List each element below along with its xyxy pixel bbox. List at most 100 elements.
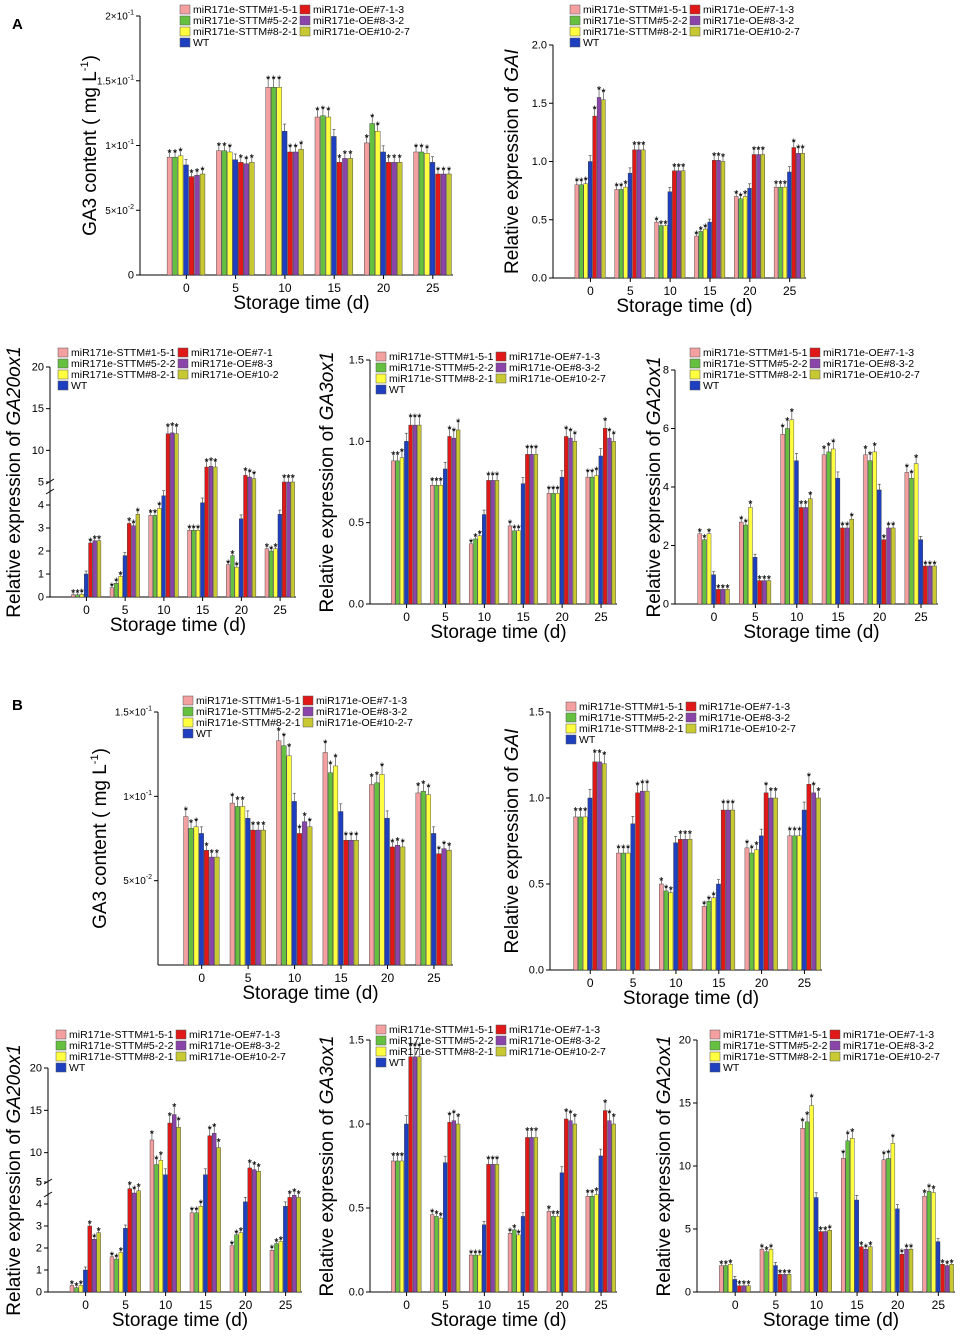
y-tick-label: 2 xyxy=(38,546,44,558)
bar xyxy=(594,1194,599,1293)
significance-mark: * xyxy=(132,1184,137,1196)
bar xyxy=(424,153,430,276)
significance-mark: * xyxy=(900,1247,905,1259)
legend-swatch xyxy=(375,384,387,395)
legend-label: miR171e-STTM#5-2-2 xyxy=(389,362,494,374)
bar xyxy=(296,1197,301,1293)
x-tick-label: 20 xyxy=(755,976,769,990)
y-tick-label: 1.5 xyxy=(532,98,547,110)
legend-label: miR171e-STTM#8-2-1 xyxy=(579,723,684,735)
x-tick-label: 10 xyxy=(159,1298,173,1312)
significance-mark: * xyxy=(659,219,664,231)
bar xyxy=(243,475,248,598)
significance-mark: * xyxy=(769,1242,774,1254)
bar xyxy=(601,99,606,279)
bar xyxy=(417,1056,422,1293)
legend-label: WT xyxy=(583,37,600,49)
bar xyxy=(447,436,452,605)
legend-swatch xyxy=(179,15,191,26)
legend-label: miR171e-STTM#1-5-1 xyxy=(389,1024,494,1036)
significance-mark: * xyxy=(725,582,730,594)
legend-label: miR171e-OE#10-2-7 xyxy=(509,373,606,385)
significance-mark: * xyxy=(748,499,753,511)
bar xyxy=(430,1214,435,1293)
significance-mark: * xyxy=(583,805,588,817)
bar xyxy=(413,151,419,276)
x-tick-label: 10 xyxy=(790,610,804,624)
significance-mark: * xyxy=(632,139,637,151)
legend-A5: miR171e-STTM#1-5-1miR171e-STTM#5-2-2miR1… xyxy=(689,347,920,392)
significance-mark: * xyxy=(602,749,607,761)
legend-swatch xyxy=(182,695,194,706)
significance-mark: * xyxy=(114,576,119,588)
y-axis-label-B3: Relative expression of GA20ox1 xyxy=(4,1044,25,1315)
significance-mark: * xyxy=(495,1154,500,1166)
bar xyxy=(703,228,708,279)
bar xyxy=(773,186,779,279)
significance-mark: * xyxy=(641,139,646,151)
bar xyxy=(216,1147,221,1293)
chart-A1: 05×10-21×10-11.5×10-12×10-10* * ** * *5* * ** *… xyxy=(97,10,453,314)
bar xyxy=(243,1201,248,1293)
y-tick-label: 0.5 xyxy=(349,517,364,529)
significance-mark: * xyxy=(93,534,98,546)
significance-mark: * xyxy=(783,179,788,191)
bar xyxy=(668,892,674,971)
bar xyxy=(97,540,102,598)
x-tick-label: 20 xyxy=(891,1298,905,1312)
significance-mark: * xyxy=(391,450,396,462)
y-tick-label: 0.5 xyxy=(529,879,544,891)
significance-mark: * xyxy=(414,142,419,154)
bar xyxy=(640,790,645,971)
significance-mark: * xyxy=(534,1126,539,1138)
x-axis-label: Storage time (d) xyxy=(743,622,879,643)
bar xyxy=(520,483,526,605)
bar xyxy=(732,1279,738,1293)
y-axis-label-B5: Relative expression of GA2ox1 xyxy=(654,1036,675,1297)
legend-swatch xyxy=(375,362,387,373)
axis-break-mark xyxy=(43,1191,53,1198)
y-tick-label: 20 xyxy=(679,1035,691,1047)
bar xyxy=(269,550,274,598)
bar xyxy=(174,433,179,598)
significance-mark: * xyxy=(265,542,270,554)
significance-mark: * xyxy=(217,140,222,152)
bar xyxy=(199,173,206,276)
significance-mark: * xyxy=(282,731,287,743)
x-axis-label: Storage time (d) xyxy=(233,293,369,314)
significance-mark: * xyxy=(184,805,189,817)
significance-mark: * xyxy=(323,738,328,750)
legend-label: WT xyxy=(196,728,213,740)
bar xyxy=(555,493,560,605)
significance-mark: * xyxy=(743,188,748,200)
significance-mark: * xyxy=(486,470,491,482)
y-tick-label: 1.5×10-1 xyxy=(97,74,134,87)
legend-label: miR171e-STTM#8-2-1 xyxy=(723,1051,828,1063)
bar xyxy=(256,1171,261,1293)
x-tick-label: 25 xyxy=(426,281,440,295)
bar xyxy=(607,1120,612,1293)
x-tick-label: 20 xyxy=(555,1298,569,1312)
bar xyxy=(756,154,761,279)
y-tick-label: 5×10-2 xyxy=(105,204,134,217)
bar xyxy=(291,801,297,966)
significance-mark: * xyxy=(226,558,231,570)
bar xyxy=(490,1164,495,1293)
legend-label: miR171e-STTM#1-5-1 xyxy=(583,4,688,16)
significance-mark: * xyxy=(209,456,214,468)
bar xyxy=(250,829,256,966)
bar xyxy=(601,763,607,971)
bar xyxy=(780,434,785,605)
bar xyxy=(734,196,739,279)
significance-mark: * xyxy=(792,825,797,837)
x-axis-label: Storage time (d) xyxy=(110,615,246,636)
bar xyxy=(490,480,495,605)
bar xyxy=(890,1143,896,1293)
x-tick-label: 20 xyxy=(235,603,249,617)
bar xyxy=(234,1234,239,1293)
bar xyxy=(844,527,850,605)
x-tick-label: 20 xyxy=(555,610,569,624)
bar xyxy=(913,463,919,605)
significance-mark: * xyxy=(607,426,612,438)
significance-mark: * xyxy=(110,581,115,593)
